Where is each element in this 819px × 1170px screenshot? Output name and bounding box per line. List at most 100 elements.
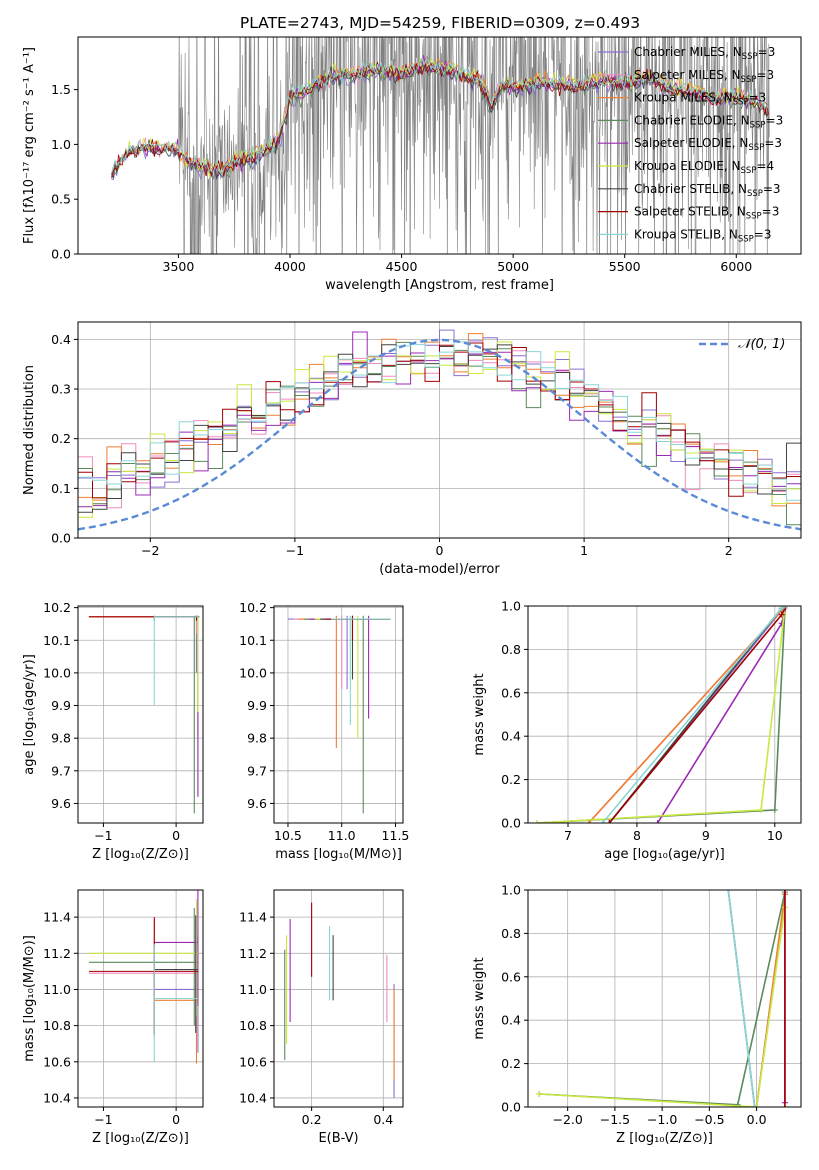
cumulative-mass-weight-4 bbox=[656, 606, 788, 823]
x-tick-label: 8 bbox=[633, 828, 641, 843]
y-tick-label: 9.8 bbox=[247, 731, 267, 746]
x-tick-label: 4000 bbox=[274, 259, 306, 274]
mass-weight-marker bbox=[654, 820, 661, 823]
mass-weight-marker bbox=[781, 890, 788, 893]
estimate-2 bbox=[298, 615, 391, 748]
panel-spectrum: 3500 4000 4500 5000 5500 6000 0.0 0.5 1.0 1.5 wave… bbox=[22, 36, 802, 293]
observed-spectrum bbox=[111, 37, 770, 254]
x-tick-label: 0.4 bbox=[373, 1112, 393, 1127]
residual-histogram-8 bbox=[78, 341, 801, 538]
mass-weight-marker bbox=[585, 820, 592, 823]
panel-massweight-vs-Z: −2.0 −1.5 −1.0 −0.5 0.0 0.0 0.2 0.4 0.6 0.8 1.0 Z [… bbox=[472, 883, 802, 1146]
estimate-2 bbox=[88, 615, 200, 739]
x-axis-label: Z [log₁₀(Z/Z⊙)] bbox=[92, 847, 189, 862]
x-tick-label: −2 bbox=[141, 543, 159, 558]
y-axis-label: age [log₁₀(age/yr)] bbox=[22, 654, 37, 775]
y-tick-label: 10.0 bbox=[43, 665, 71, 680]
y-tick-label: 0.0 bbox=[51, 247, 71, 262]
plot-area-age-vs-mass bbox=[287, 615, 391, 814]
x-tick-label: 0.0 bbox=[747, 1112, 767, 1127]
estimate-5 bbox=[192, 615, 200, 713]
y-axis-label: mass [log₁₀(M/M⊙)] bbox=[22, 935, 37, 1062]
estimate-1 bbox=[88, 918, 198, 1037]
mass-weight-marker bbox=[778, 611, 785, 618]
axes-frame bbox=[77, 36, 802, 255]
x-tick-label: 0 bbox=[436, 543, 444, 558]
x-tick-label: 10.5 bbox=[274, 828, 302, 843]
y-tick-label: 10.0 bbox=[239, 665, 267, 680]
y-tick-label: 0.3 bbox=[51, 382, 71, 397]
panel-mass-vs-Z: −1 0 10.4 10.6 10.8 11.0 11.2 11.4 Z [log₁₀(Z/Z⊙… bbox=[22, 889, 204, 1146]
y-tick-label: 0.1 bbox=[51, 481, 71, 496]
estimate-6 bbox=[154, 915, 198, 1033]
x-tick-label: 7 bbox=[564, 828, 572, 843]
y-tick-label: 1.0 bbox=[51, 137, 71, 152]
y-axis-label: Normed distribution bbox=[22, 365, 37, 495]
estimate-6 bbox=[320, 615, 391, 680]
legend-entry: Chabrier MILES, NSSP=3 bbox=[634, 45, 775, 62]
x-tick-label: 3500 bbox=[163, 259, 195, 274]
x-tick-label: −1.0 bbox=[647, 1112, 677, 1127]
y-axis-label: mass weight bbox=[472, 957, 487, 1039]
y-tick-label: 0.5 bbox=[51, 192, 71, 207]
x-tick-label: 6000 bbox=[720, 259, 752, 274]
mass-weight-marker bbox=[781, 1104, 788, 1107]
y-tick-label: 11.0 bbox=[239, 982, 267, 997]
y-tick-label: 10.6 bbox=[239, 1054, 267, 1069]
panel-residuals: −2 −1 0 1 2 0.0 0.1 0.2 0.3 0.4 (data-model)/error… bbox=[22, 321, 802, 577]
y-tick-label: 1.5 bbox=[51, 82, 71, 97]
y-tick-label: 0.2 bbox=[51, 431, 71, 446]
x-axis-label: Z [log₁₀(Z/Z⊙)] bbox=[616, 1131, 713, 1146]
y-tick-label: 0.8 bbox=[501, 642, 521, 657]
legend-entry: Salpeter ELODIE, NSSP=3 bbox=[634, 136, 782, 153]
axes-frame bbox=[273, 605, 404, 824]
plot-area-mass-vs-Z bbox=[88, 890, 199, 1064]
legend-entry: Chabrier ELODIE, NSSP=3 bbox=[634, 113, 783, 130]
y-axis-label: Flux [fλ10⁻¹⁷ erg cm⁻² s⁻¹ A⁻¹] bbox=[22, 47, 37, 244]
y-tick-label: 0.4 bbox=[501, 1013, 521, 1028]
y-tick-label: 10.8 bbox=[43, 1018, 71, 1033]
y-tick-label: 9.6 bbox=[247, 796, 267, 811]
plot-area-residuals bbox=[78, 329, 801, 538]
y-tick-label: 9.7 bbox=[247, 763, 267, 778]
legend-entry: Chabrier STELIB, NSSP=3 bbox=[634, 182, 781, 199]
axes-frame bbox=[77, 889, 204, 1108]
y-tick-label: 9.8 bbox=[51, 731, 71, 746]
mass-weight-marker bbox=[599, 820, 606, 823]
estimate-8 bbox=[330, 615, 391, 726]
x-tick-label: 0.2 bbox=[302, 1112, 322, 1127]
x-tick-label: 11.0 bbox=[328, 828, 356, 843]
y-tick-label: 10.6 bbox=[43, 1054, 71, 1069]
x-tick-label: −2.0 bbox=[552, 1112, 582, 1127]
x-tick-label: −1.5 bbox=[600, 1112, 630, 1127]
cumulative-mass-weight-3 bbox=[536, 606, 786, 823]
y-tick-label: 10.2 bbox=[239, 600, 267, 615]
x-tick-label: 1 bbox=[580, 543, 588, 558]
plot-area-massweight-vs-Z bbox=[536, 890, 788, 1107]
y-tick-label: 1.0 bbox=[501, 599, 521, 614]
legend-entry: Kroupa STELIB, NSSP=3 bbox=[634, 227, 772, 244]
y-tick-label: 10.1 bbox=[43, 633, 71, 648]
panel-mass-vs-EBV: 0.2 0.4 10.4 10.6 10.8 11.0 11.2 11.4 E(B-V) bbox=[239, 889, 404, 1146]
axes-frame bbox=[273, 889, 404, 1108]
legend-entry: Salpeter STELIB, NSSP=3 bbox=[634, 205, 779, 222]
x-tick-label: 5500 bbox=[609, 259, 641, 274]
plot-area-massweight-vs-age bbox=[533, 606, 790, 823]
y-tick-label: 9.7 bbox=[51, 763, 71, 778]
model-spectrum-8 bbox=[111, 56, 769, 178]
y-tick-label: 0.0 bbox=[501, 816, 521, 831]
x-axis-label: age [log₁₀(age/yr)] bbox=[604, 847, 725, 862]
plot-area-spectrum bbox=[111, 37, 770, 254]
y-tick-label: 0.4 bbox=[501, 729, 521, 744]
x-axis-label: mass [log₁₀(M/M⊙)] bbox=[275, 847, 402, 862]
y-tick-label: 0.6 bbox=[501, 685, 521, 700]
x-tick-label: 4500 bbox=[386, 259, 418, 274]
panel-age-vs-Z: −1 0 9.6 9.7 9.8 9.9 10.0 10.1 10.2 Z [log₁₀(Z/Z⊙… bbox=[22, 600, 204, 862]
mass-weight-marker bbox=[758, 806, 765, 813]
spectrum-legend: Chabrier MILES, NSSP=3 Salpeter MILES, NS… bbox=[598, 45, 783, 244]
y-axis-label: mass weight bbox=[472, 673, 487, 755]
y-tick-label: 0.2 bbox=[501, 772, 521, 787]
y-tick-label: 10.1 bbox=[239, 633, 267, 648]
estimate-1 bbox=[293, 615, 391, 690]
